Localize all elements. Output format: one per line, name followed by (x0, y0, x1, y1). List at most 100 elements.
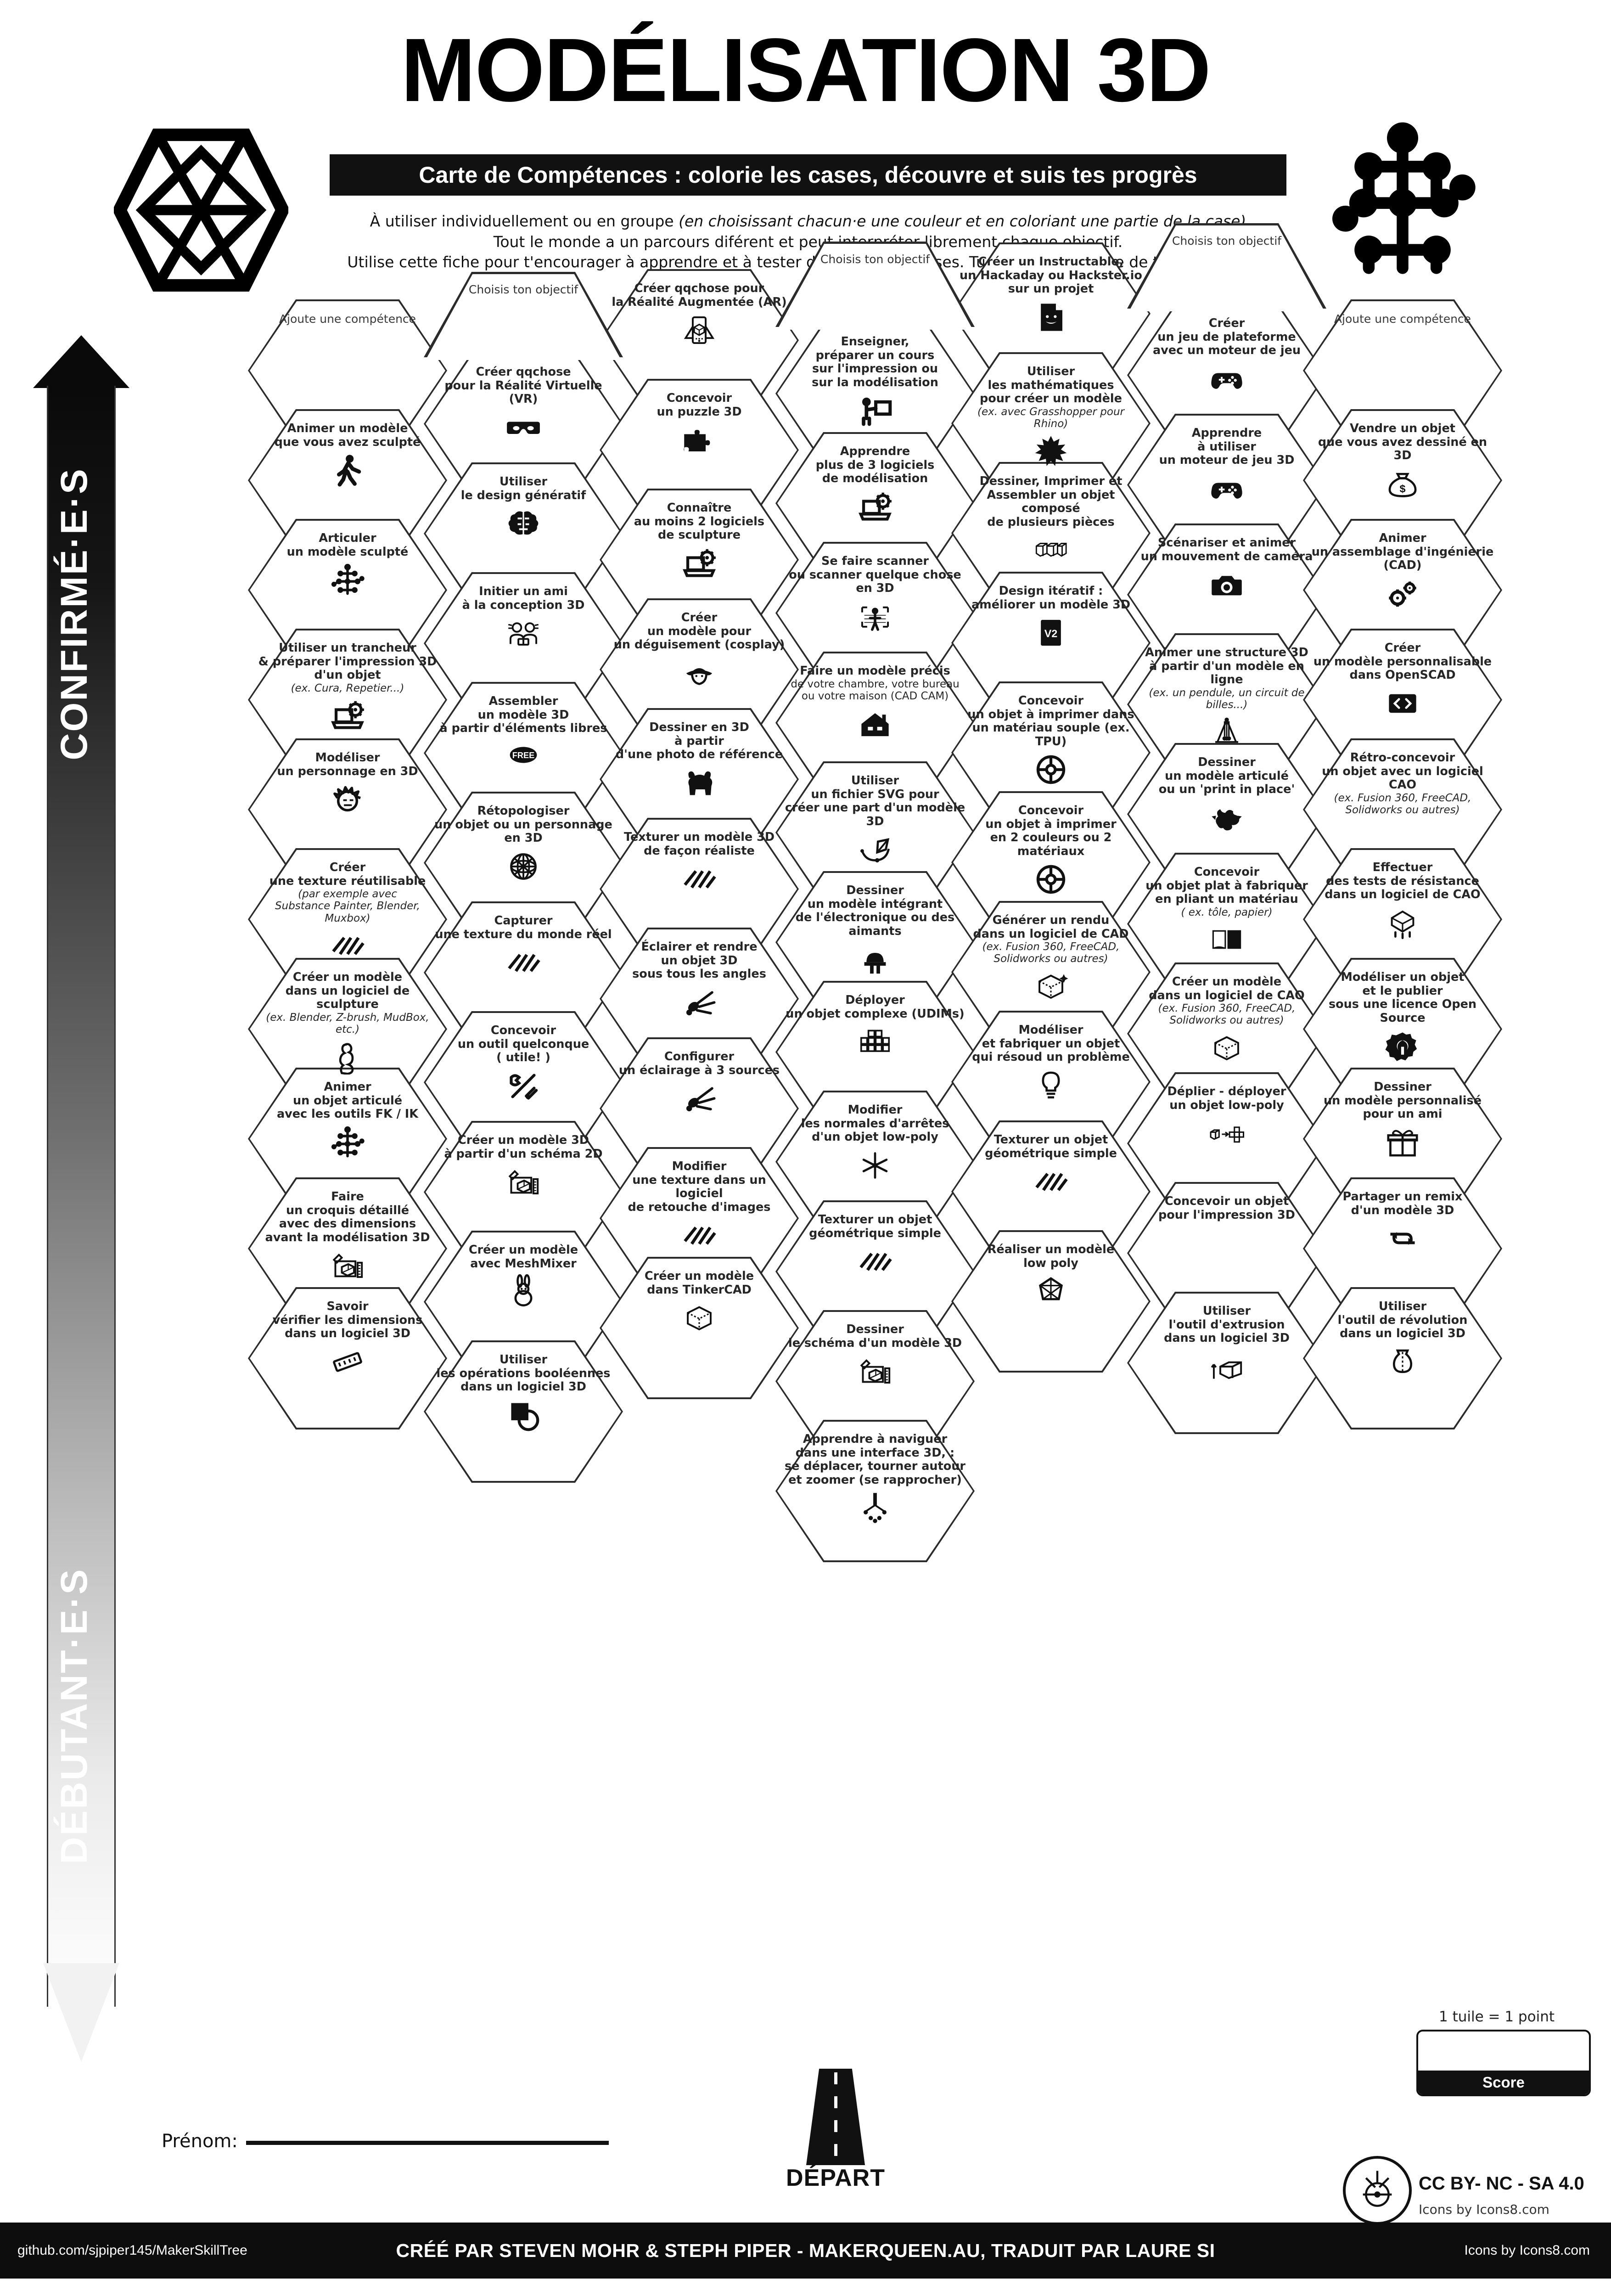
level-gradient-arrow: CONFIRMÉ·E·S DÉBUTANT·E·S (33, 335, 129, 2062)
hex-fill (601, 1259, 797, 1397)
gamepad-icon (1209, 361, 1245, 397)
footer-github-link[interactable]: github.com/sjpiper145/MakerSkillTree (17, 2243, 247, 2258)
tools-icon (505, 1068, 541, 1104)
skill-tile[interactable]: Modifier une texture dans un logiciel de r… (600, 1147, 799, 1289)
tile-content: Créer un modèle personnalisable dans OpenS… (1311, 641, 1494, 721)
render-cube-icon (1033, 968, 1069, 1004)
tile-content: Modéliser un objet et le publier sous une … (1311, 970, 1494, 1064)
udim-grid-icon (854, 1024, 896, 1057)
skill-tile[interactable]: Connaître au moins 2 logiciels de sculptur… (600, 489, 799, 631)
skill-tile[interactable]: Utiliser un trancheur & préparer l'impres… (248, 629, 447, 771)
tile-label: Modifier les normales d'arrêtes d'un objet… (801, 1103, 949, 1144)
tile-label: Utiliser le design génératif (460, 475, 586, 502)
tile-label: Dessiner un modèle intégrant de l'électron… (795, 884, 955, 938)
tile-label: Créer un modèle personnalisable dans OpenS… (1313, 641, 1492, 682)
tile-content: Se faire scanner ou scanner quelque chose… (784, 554, 966, 635)
tile-content: Apprendre à utiliser un moteur de jeu 3D (1135, 426, 1318, 506)
skill-tile[interactable]: Créer un jeu de plateforme avec un moteur … (1127, 304, 1326, 446)
tile-content: Texturer un objet géométrique simple (784, 1213, 966, 1277)
teacher-board-icon (857, 393, 893, 428)
tile-label: Faire un croquis détaillé avec des dimensi… (265, 1190, 430, 1244)
unfold-net-icon (1204, 1115, 1250, 1150)
skill-tile[interactable]: Savoir vérifier les dimensions dans un log… (248, 1287, 447, 1429)
tile-label: Concevoir un objet à imprimer dans un maté… (967, 694, 1134, 748)
svg-text:$: $ (1399, 483, 1405, 495)
tile-content: Faire un modèle précis de votre chambre, … (784, 664, 966, 741)
vr-headset-icon (505, 410, 541, 445)
character-head-icon (330, 782, 365, 817)
tile-content: Ajoute une compétence (1311, 312, 1494, 329)
tile-sublabel: (ex. Blender, Z-brush, MudBox, etc.) (266, 1011, 429, 1035)
tile-content: Animer un objet articulé avec les outils F… (256, 1080, 439, 1160)
sketch-dimensions-icon (857, 1353, 893, 1389)
page-footer: github.com/sjpiper145/MakerSkillTree CRÉ… (0, 2223, 1611, 2279)
skill-tile[interactable]: Apprendre à naviguer dans une interface 3… (775, 1420, 975, 1562)
skill-tile[interactable]: Animer une structure 3D à partir d'un mod… (1127, 633, 1326, 776)
name-field[interactable]: Prénom: (162, 2131, 609, 2152)
subtitle-banner: Carte de Compétences : colorie les cases… (330, 154, 1286, 196)
skill-tile[interactable]: Utiliser les opérations booléennes dans un… (424, 1340, 623, 1483)
brain-icon (505, 506, 541, 541)
skill-tile[interactable]: Se faire scanner ou scanner quelque chose… (775, 542, 975, 684)
skill-tile[interactable]: Concevoir un objet pour l'impression 3D (1127, 1182, 1326, 1324)
cap-label: Choisis ton objectif (820, 253, 930, 266)
tile-content: Design itératif : améliorer un modèle 3D V… (960, 584, 1142, 651)
fold-book-icon (1209, 922, 1245, 957)
tile-label: Créer qqchose pour la Réalité Virtuelle (… (444, 365, 602, 406)
skill-tile[interactable]: Créer un modèle dans TinkerCAD (600, 1257, 799, 1399)
skill-tile[interactable]: Concevoir un objet à imprimer dans un maté… (951, 681, 1151, 824)
license-text: CC BY- NC - SA 4.0 (1419, 2173, 1584, 2194)
tile-sublabel: (ex. Cura, Repetier...) (291, 682, 404, 694)
opensource-gear-icon (1385, 1028, 1420, 1064)
sketch-dimensions-icon (505, 1164, 541, 1200)
tile-label: Configurer un éclairage à 3 sources (618, 1050, 780, 1077)
skill-tile[interactable]: Déplier - déployer un objet low-poly (1127, 1072, 1326, 1215)
hatch-texture-icon (506, 945, 540, 979)
tile-label: Créer un modèle dans TinkerCAD (644, 1269, 754, 1297)
vase-icon (1385, 1344, 1420, 1380)
tile-label: Design itératif : améliorer un modèle 3D (971, 584, 1131, 612)
skill-tile[interactable]: Créer un modèle dans un logiciel de sculp… (248, 958, 447, 1100)
skill-tile[interactable]: Réaliser un modèle low poly (951, 1230, 1151, 1373)
skill-tile[interactable]: Texturer un objet géométrique simple (775, 1200, 975, 1343)
tile-label: Créer qqchose pour la Réalité Augmentée (… (612, 281, 787, 309)
tile-content: Faire un croquis détaillé avec des dimensi… (256, 1190, 439, 1283)
tile-content: Rétro-concevoir un objet avec un logiciel… (1311, 751, 1494, 819)
dog-icon (681, 765, 717, 801)
tile-content: Utiliser un trancheur & préparer l'impres… (256, 641, 439, 733)
led-icon (857, 941, 893, 977)
tile-content: Concevoir un outil quelconque( utile! ) (432, 1024, 615, 1104)
tile-content: Animer un assemblage d'ingénierie (CAD) (1311, 531, 1494, 612)
skill-tile[interactable]: Utiliser l'outil de révolution dans un log… (1303, 1287, 1502, 1429)
score-box[interactable]: Score (1416, 2030, 1591, 2096)
tile-label: Concevoir un objet pour l'impression 3D (1158, 1194, 1295, 1222)
skill-tile[interactable]: Utiliser les mathématiques pour créer un m… (951, 352, 1151, 495)
tile-label: Animer un assemblage d'ingénierie (CAD) (1311, 531, 1494, 573)
tile-label: Concevoir un objet plat à fabriquer en pli… (1145, 865, 1308, 906)
body-scan-icon (857, 599, 893, 635)
tile-label: Assembler un modèle 3D à partir d'éléments… (439, 694, 607, 736)
v2-file-icon: V2 (1033, 615, 1069, 651)
rig-skeleton-logo (1325, 122, 1481, 287)
tile-content: Capturer une texture du monde réel (432, 914, 615, 979)
tile-label: Modéliser et fabriquer un objet qui résoud… (972, 1023, 1130, 1064)
tile-sublabel: de votre chambre, votre bureau ou votre m… (791, 678, 960, 702)
tile-label: Capturer une texture du monde réel (435, 914, 612, 941)
tile-content: Créer qqchose pour la Réalité Virtuelle (… (432, 365, 615, 445)
skill-tile[interactable]: Utiliser l'outil d'extrusion dans un logic… (1127, 1292, 1326, 1434)
page-title: MODÉLISATION 3D (400, 20, 1211, 120)
wireframe-sphere-icon (505, 849, 541, 884)
skill-tile[interactable]: Scénariser et animer un mouvement de camé… (1127, 523, 1326, 666)
tile-content: Concevoir un objet à imprimer dans un maté… (960, 694, 1142, 788)
lowpoly-icon (1033, 1273, 1069, 1309)
name-write-line[interactable] (246, 2141, 609, 2145)
tile-content: Enseigner, préparer un cours sur l'impress… (784, 335, 966, 428)
tile-content: Effectuer des tests de résistance dans un … (1311, 861, 1494, 941)
skill-tile[interactable]: Créer qqchose pour la Réalité Augmentée (… (600, 269, 799, 411)
start-label: DÉPART (786, 2165, 885, 2191)
tile-label: Dessiner un modèle personnalisé pour un am… (1323, 1080, 1482, 1121)
camera-icon (1209, 567, 1245, 602)
spotlight-icon (681, 985, 717, 1020)
tile-content: Créer un modèle dans un logiciel de sculp… (256, 970, 439, 1075)
hexagon-wireframe-logo (112, 128, 290, 293)
